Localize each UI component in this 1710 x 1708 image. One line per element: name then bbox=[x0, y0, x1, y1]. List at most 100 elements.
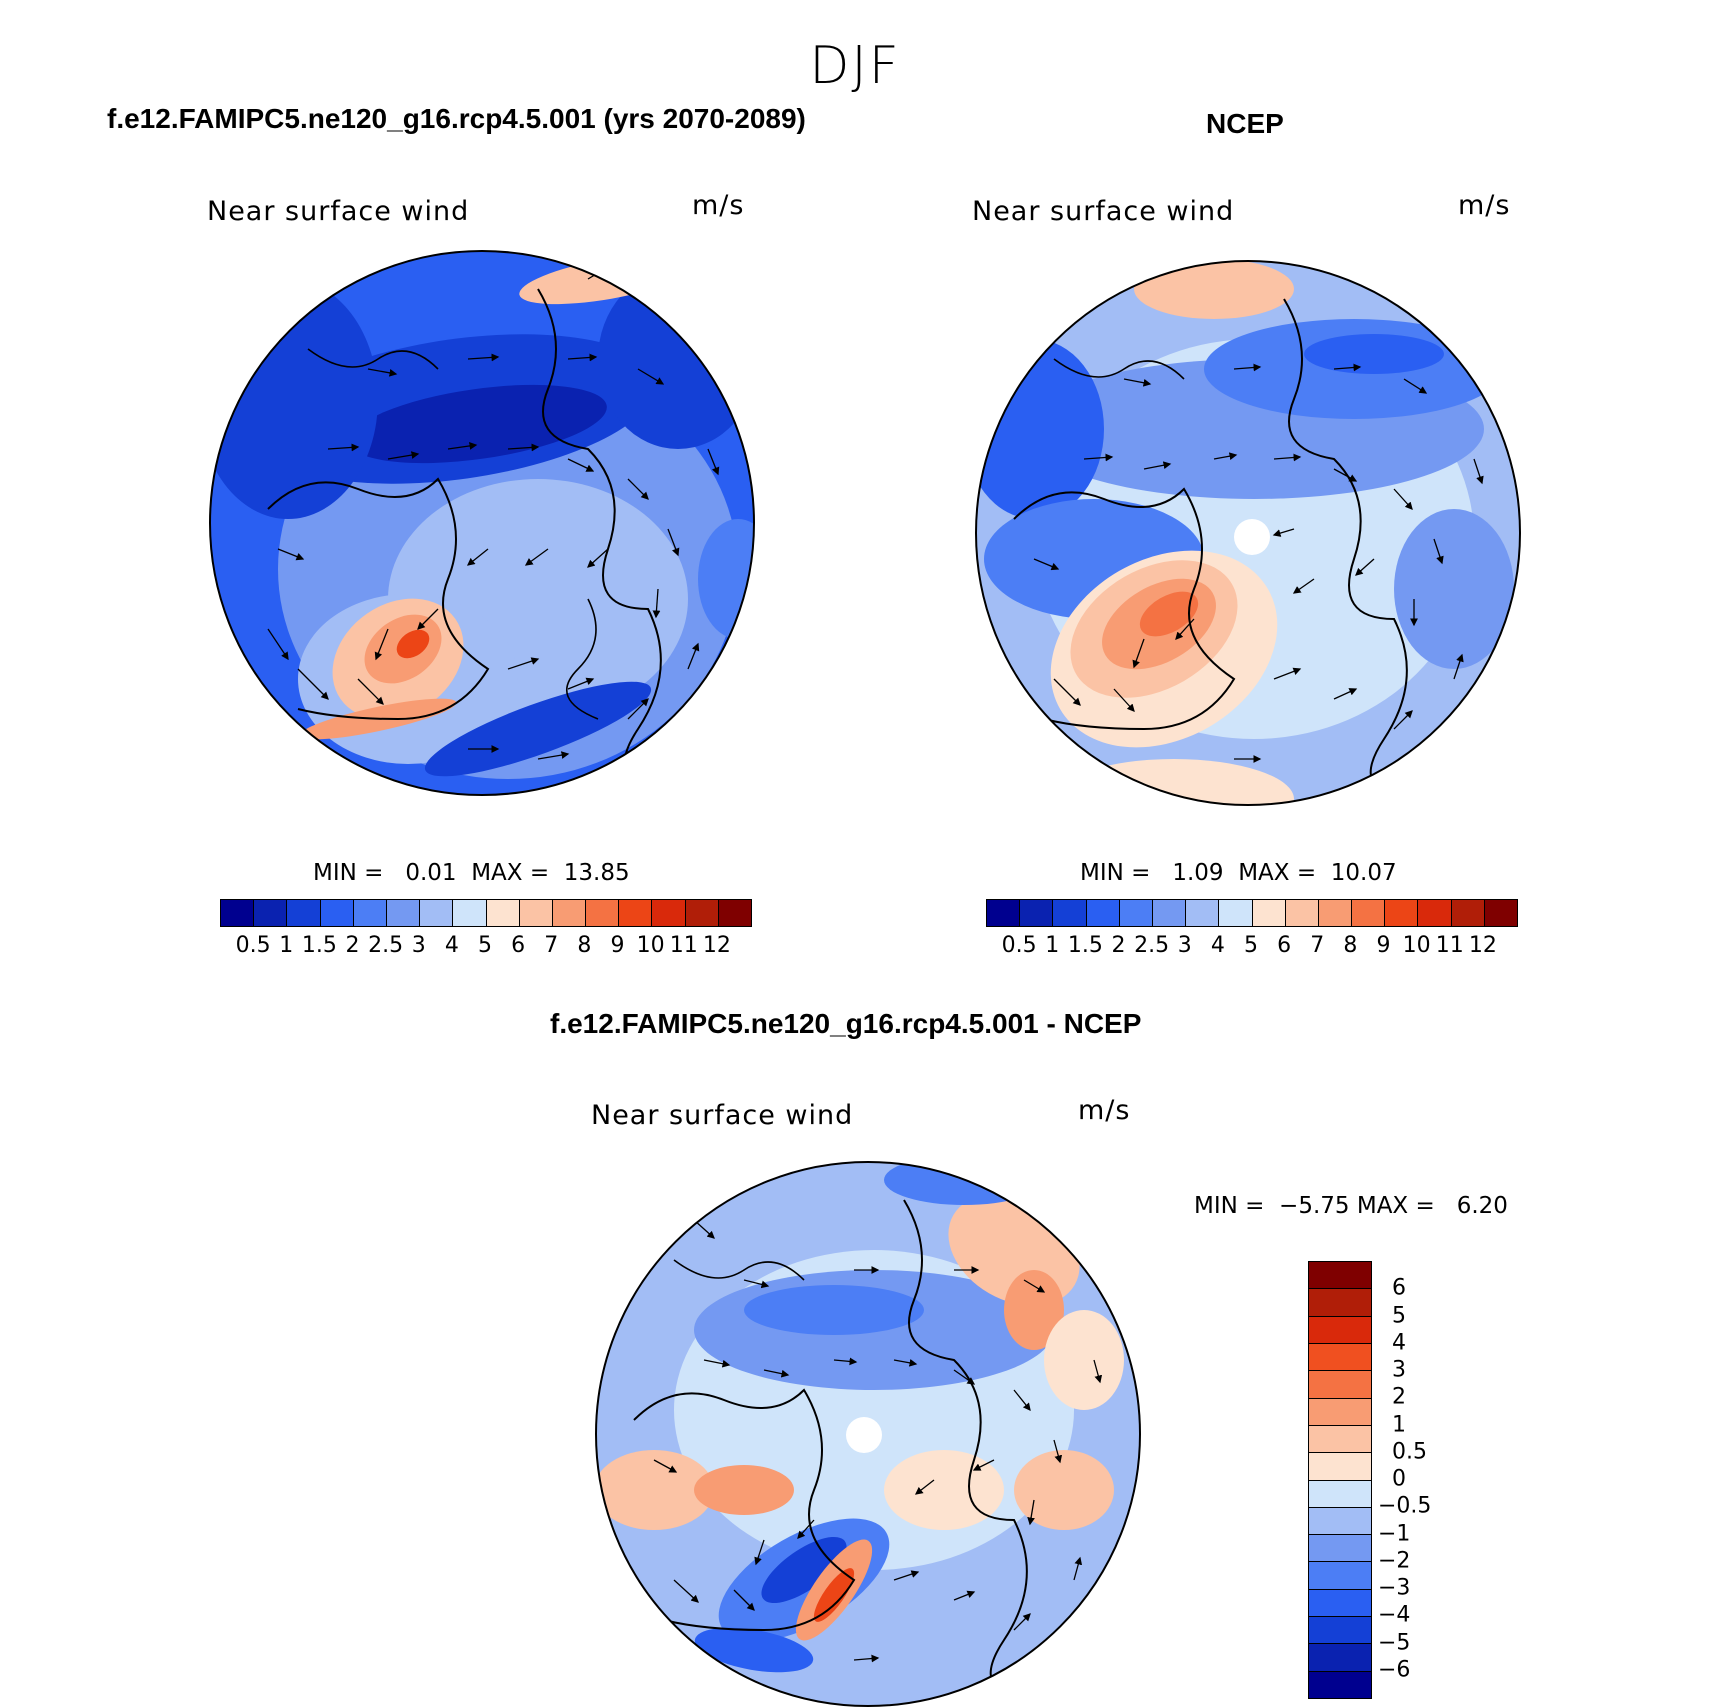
speed-colorbar-tick-label: 3 bbox=[1177, 933, 1192, 958]
difference-colorbar-swatch bbox=[1309, 1507, 1371, 1536]
speed-colorbar-tick-label: 2.5 bbox=[1134, 933, 1170, 958]
speed-colorbar-swatch bbox=[552, 900, 587, 926]
speed-colorbar-swatch bbox=[718, 900, 751, 926]
difference-colorbar-swatch bbox=[1309, 1644, 1371, 1672]
difference-colorbar-swatch bbox=[1309, 1535, 1371, 1563]
speed-colorbar-swatch bbox=[1219, 900, 1253, 926]
difference-colorbar-tick-label: 0.5 bbox=[1392, 1439, 1427, 1465]
speed-colorbar-swatch bbox=[353, 900, 387, 926]
speed-colorbar-tick-label: 2 bbox=[1111, 933, 1126, 958]
speed-colorbar-tick-label: 9 bbox=[1376, 933, 1391, 958]
panel-model-minmax: MIN = 0.01 MAX = 13.85 bbox=[313, 860, 630, 886]
speed-colorbar-tick-label: 1.5 bbox=[1067, 933, 1103, 958]
speed-colorbar-tick-label: 12 bbox=[1468, 933, 1497, 958]
difference-colorbar-swatch bbox=[1309, 1425, 1371, 1454]
difference-colorbar-swatch bbox=[1309, 1480, 1371, 1508]
speed-colorbar-tick-label: 0.5 bbox=[235, 933, 271, 958]
speed-colorbar-swatch bbox=[254, 900, 288, 926]
difference-colorbar-tick-label: −2 bbox=[1378, 1548, 1411, 1574]
panel-model-min-value: 0.01 bbox=[405, 860, 457, 886]
speed-colorbar-swatch bbox=[1451, 900, 1485, 926]
difference-colorbar-swatch bbox=[1309, 1562, 1371, 1590]
panel-obs-max-label: MAX = bbox=[1238, 860, 1317, 886]
panel-obs-map bbox=[975, 260, 1521, 806]
panel-diff-colorbar-ticks: 6 5 4 3 2 1 0.5 0 −0.5 −1 −2 −3 −4 −5 −6 bbox=[1378, 1261, 1458, 1697]
speed-colorbar-swatch bbox=[987, 900, 1021, 926]
panel-obs-units-label: m/s bbox=[1458, 190, 1511, 221]
speed-colorbar-swatch bbox=[221, 900, 255, 926]
speed-colorbar-swatch bbox=[685, 900, 719, 926]
panel-model-max-value: 13.85 bbox=[563, 860, 630, 886]
speed-colorbar-tick-label: 8 bbox=[577, 933, 592, 958]
panel-model-units-label: m/s bbox=[692, 190, 745, 221]
speed-colorbar-tick-label: 8 bbox=[1343, 933, 1358, 958]
speed-colorbar-tick-label: 11 bbox=[669, 933, 698, 958]
panel-model-min-label: MIN = bbox=[313, 860, 384, 886]
difference-colorbar-tick-label: 3 bbox=[1392, 1357, 1406, 1383]
speed-colorbar-tick-label: 11 bbox=[1435, 933, 1464, 958]
difference-colorbar-swatch bbox=[1309, 1371, 1371, 1399]
difference-colorbar-swatch bbox=[1309, 1289, 1371, 1317]
panel-diff-min-value: −5.75 bbox=[1279, 1193, 1350, 1219]
panel-model-max-label: MAX = bbox=[471, 860, 550, 886]
speed-colorbar-tick-label: 1 bbox=[279, 933, 294, 958]
speed-colorbar-swatch bbox=[287, 900, 321, 926]
panel-diff-minmax: MIN = −5.75 MAX = 6.20 bbox=[1194, 1193, 1508, 1219]
panel-obs-colorbar-ticks: 0.5 1 1.5 2 2.5 3 4 5 6 7 8 9 10 11 12 bbox=[986, 933, 1516, 961]
speed-colorbar-swatch bbox=[1352, 900, 1386, 926]
speed-colorbar-swatch bbox=[1086, 900, 1120, 926]
panel-obs-min-label: MIN = bbox=[1080, 860, 1151, 886]
panel-model-title: f.e12.FAMIPC5.ne120_g16.rcp4.5.001 (yrs … bbox=[107, 103, 806, 134]
panel-diff-min-label: MIN = bbox=[1194, 1193, 1265, 1219]
speed-colorbar-swatch bbox=[1418, 900, 1452, 926]
speed-colorbar-tick-label: 7 bbox=[544, 933, 559, 958]
difference-colorbar-tick-label: 6 bbox=[1392, 1275, 1406, 1301]
panel-diff-left-label: Near surface wind bbox=[591, 1100, 854, 1131]
speed-colorbar-tick-label: 6 bbox=[1277, 933, 1292, 958]
speed-colorbar-tick-label: 1.5 bbox=[301, 933, 337, 958]
panel-diff-title: f.e12.FAMIPC5.ne120_g16.rcp4.5.001 - NCE… bbox=[550, 1008, 1142, 1039]
speed-colorbar-tick-label: 9 bbox=[610, 933, 625, 958]
difference-colorbar-tick-label: −3 bbox=[1378, 1575, 1411, 1601]
speed-colorbar-tick-label: 7 bbox=[1310, 933, 1325, 958]
panel-diff-max-value: 6.20 bbox=[1456, 1193, 1508, 1219]
speed-colorbar-tick-label: 3 bbox=[411, 933, 426, 958]
speed-colorbar-swatch bbox=[420, 900, 454, 926]
speed-colorbar-swatch bbox=[1186, 900, 1220, 926]
panel-obs-left-label: Near surface wind bbox=[972, 196, 1235, 227]
speed-colorbar-tick-label: 4 bbox=[1210, 933, 1225, 958]
speed-colorbar-swatch bbox=[519, 900, 553, 926]
speed-colorbar-swatch bbox=[619, 900, 653, 926]
difference-colorbar-swatch bbox=[1309, 1453, 1371, 1481]
speed-colorbar-tick-label: 5 bbox=[478, 933, 492, 958]
speed-colorbar-swatch bbox=[1285, 900, 1319, 926]
speed-colorbar-swatch bbox=[1152, 900, 1187, 926]
difference-colorbar-tick-label: −1 bbox=[1378, 1521, 1411, 1546]
speed-colorbar-swatch bbox=[320, 900, 354, 926]
panel-diff-colorbar bbox=[1308, 1261, 1372, 1699]
speed-colorbar-tick-label: 2 bbox=[345, 933, 360, 958]
speed-colorbar-swatch bbox=[586, 900, 620, 926]
difference-colorbar-swatch bbox=[1309, 1617, 1371, 1645]
speed-colorbar-tick-label: 10 bbox=[636, 933, 665, 958]
speed-colorbar-swatch bbox=[1318, 900, 1353, 926]
difference-colorbar-swatch bbox=[1309, 1262, 1371, 1290]
panel-obs-max-value: 10.07 bbox=[1330, 860, 1397, 886]
difference-colorbar-tick-label: −0.5 bbox=[1378, 1493, 1432, 1519]
speed-colorbar-swatch bbox=[486, 900, 520, 926]
speed-colorbar-tick-label: 1 bbox=[1045, 933, 1060, 958]
panel-obs-colorbar bbox=[986, 899, 1518, 927]
speed-colorbar-swatch bbox=[1053, 900, 1087, 926]
difference-colorbar-swatch bbox=[1309, 1589, 1371, 1618]
figure-title: DJF bbox=[809, 36, 901, 96]
speed-colorbar-tick-label: 10 bbox=[1402, 933, 1431, 958]
panel-diff-map bbox=[595, 1161, 1141, 1707]
difference-colorbar-tick-label: 4 bbox=[1392, 1330, 1406, 1356]
speed-colorbar-tick-label: 2.5 bbox=[368, 933, 404, 958]
speed-colorbar-tick-label: 0.5 bbox=[1001, 933, 1037, 958]
difference-colorbar-tick-label: −5 bbox=[1378, 1630, 1411, 1655]
panel-model-colorbar-ticks: 0.5 1 1.5 2 2.5 3 4 5 6 7 8 9 10 11 12 bbox=[220, 933, 750, 961]
difference-colorbar-swatch bbox=[1309, 1671, 1371, 1698]
difference-colorbar-tick-label: 0 bbox=[1392, 1466, 1406, 1492]
panel-model-colorbar bbox=[220, 899, 752, 927]
